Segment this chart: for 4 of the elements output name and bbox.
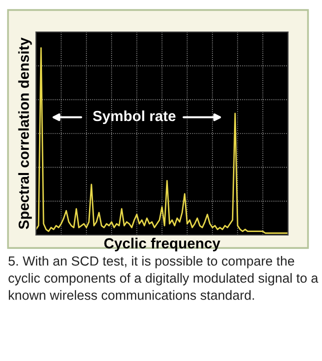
y-axis-title: Spectral correlation density bbox=[18, 38, 32, 230]
text: 5. With an SCD test, it is possible to compare the cyclic components of a digitally modulated signal to a known wireless communications standard. bbox=[8, 256, 318, 300]
x-axis-title: Cyclic frequency bbox=[104, 238, 220, 252]
annotation: Symbol rate bbox=[92, 110, 176, 124]
